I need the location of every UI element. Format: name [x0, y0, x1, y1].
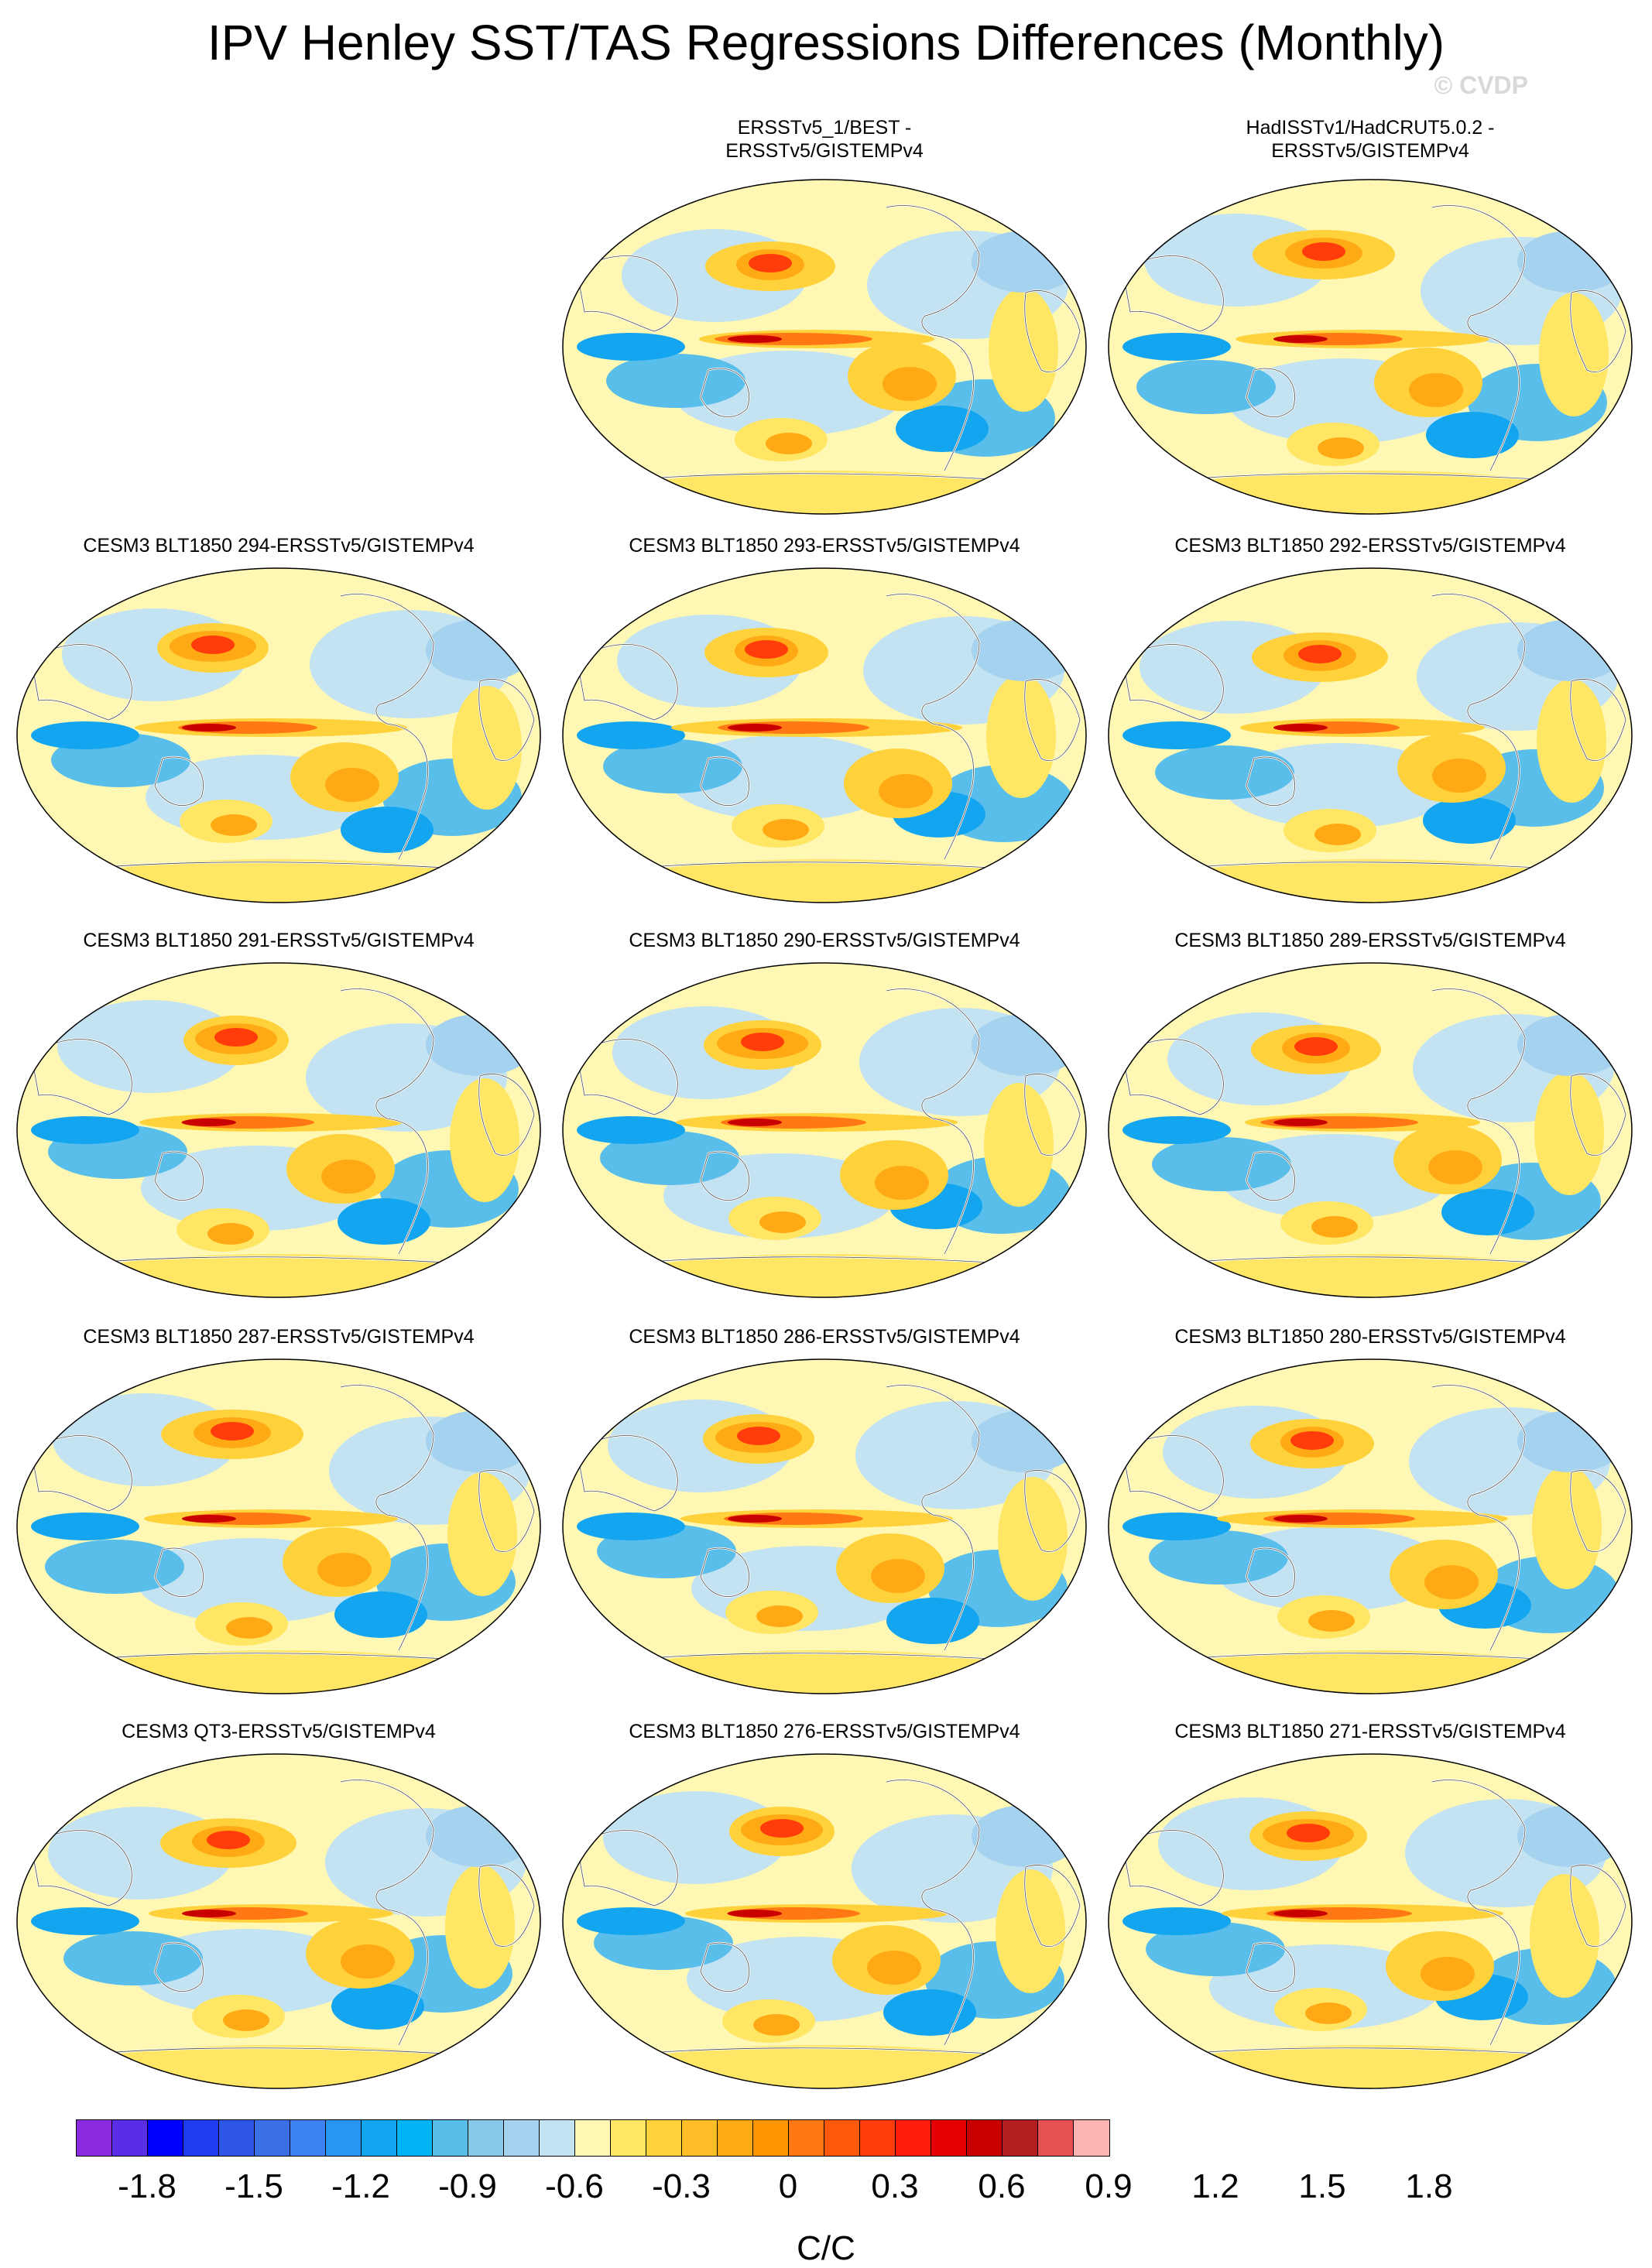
regression-map: [1107, 1356, 1633, 1697]
colorbar-tick-label: 1.5: [1298, 2167, 1346, 2205]
colorbar-swatches: [76, 2119, 1110, 2157]
colorbar-tick-label: -0.9: [438, 2167, 497, 2205]
colorbar-swatch: [540, 2120, 575, 2156]
colorbar-tick-label: 0.3: [871, 2167, 919, 2205]
panel-title: CESM3 BLT1850 271-ERSSTv5/GISTEMPv4: [1174, 1721, 1566, 1742]
panel-title: CESM3 BLT1850 294-ERSSTv5/GISTEMPv4: [83, 535, 475, 557]
colorbar-swatch: [1074, 2120, 1109, 2156]
colorbar-swatch: [504, 2120, 540, 2156]
map-panel-p3: CESM3 BLT1850 294-ERSSTv5/GISTEMPv4: [8, 534, 550, 952]
panel-title: ERSSTv5_1/BEST - ERSSTv5/GISTEMPv4: [725, 117, 924, 162]
map-panel-p11: CESM3 BLT1850 280-ERSSTv5/GISTEMPv4: [1099, 1325, 1641, 1743]
colorbar-tick-label: -1.5: [224, 2167, 283, 2205]
colorbar-swatch: [433, 2120, 468, 2156]
colorbar-swatch: [255, 2120, 290, 2156]
panel-title: CESM3 BLT1850 292-ERSSTv5/GISTEMPv4: [1174, 535, 1566, 557]
panel-title: CESM3 BLT1850 291-ERSSTv5/GISTEMPv4: [83, 930, 475, 951]
colorbar-tick-label: -1.8: [118, 2167, 177, 2205]
colorbar-tick-label: 1.2: [1191, 2167, 1239, 2205]
regression-map: [561, 1356, 1088, 1697]
colorbar-swatch: [967, 2120, 1003, 2156]
colorbar-swatch: [326, 2120, 362, 2156]
colorbar-swatch: [397, 2120, 433, 2156]
colorbar-swatch: [112, 2120, 148, 2156]
map-panel-p7: CESM3 BLT1850 290-ERSSTv5/GISTEMPv4: [554, 929, 1095, 1347]
panel-title: CESM3 BLT1850 276-ERSSTv5/GISTEMPv4: [629, 1721, 1020, 1742]
colorbar-swatch: [77, 2120, 112, 2156]
colorbar-swatch: [219, 2120, 255, 2156]
map-panel-p5: CESM3 BLT1850 292-ERSSTv5/GISTEMPv4: [1099, 534, 1641, 952]
colorbar-swatch: [290, 2120, 326, 2156]
panel-title: CESM3 QT3-ERSSTv5/GISTEMPv4: [122, 1721, 436, 1742]
colorbar-swatch: [611, 2120, 646, 2156]
colorbar: -1.8 -1.5 -1.2 -0.9 -0.6 -0.3 0 0.3 0.6 0.9 1.2 1.5…: [76, 2119, 1453, 2205]
colorbar-swatch: [362, 2120, 397, 2156]
panel-title: CESM3 BLT1850 289-ERSSTv5/GISTEMPv4: [1174, 930, 1566, 951]
colorbar-tick-label: 0: [778, 2167, 798, 2205]
figure-title: IPV Henley SST/TAS Regressions Differenc…: [207, 15, 1445, 70]
colorbar-swatch: [789, 2120, 824, 2156]
regression-map: [1107, 565, 1633, 906]
regression-map: [561, 565, 1088, 906]
colorbar-tick-label: -1.2: [331, 2167, 390, 2205]
colorbar-swatch: [575, 2120, 611, 2156]
regression-map: [561, 960, 1088, 1300]
colorbar-swatch: [468, 2120, 504, 2156]
regression-map: [561, 1751, 1088, 2092]
map-panel-p10: CESM3 BLT1850 286-ERSSTv5/GISTEMPv4: [554, 1325, 1095, 1743]
colorbar-swatch: [1038, 2120, 1074, 2156]
panel-title: CESM3 BLT1850 290-ERSSTv5/GISTEMPv4: [629, 930, 1020, 951]
colorbar-swatch: [183, 2120, 219, 2156]
panel-title: CESM3 BLT1850 286-ERSSTv5/GISTEMPv4: [629, 1326, 1020, 1348]
panel-title: HadISSTv1/HadCRUT5.0.2 - ERSSTv5/GISTEMP…: [1246, 117, 1495, 162]
map-panel-p4: CESM3 BLT1850 293-ERSSTv5/GISTEMPv4: [554, 534, 1095, 952]
panel-title: CESM3 BLT1850 287-ERSSTv5/GISTEMPv4: [83, 1326, 475, 1348]
map-panel-p12: CESM3 QT3-ERSSTv5/GISTEMPv4: [8, 1720, 550, 2138]
map-panel-p1: ERSSTv5_1/BEST - ERSSTv5/GISTEMPv4: [554, 116, 1095, 534]
colorbar-tick-label: 0.9: [1085, 2167, 1133, 2205]
colorbar-swatch: [896, 2120, 931, 2156]
colorbar-swatch: [753, 2120, 789, 2156]
colorbar-units: C/C: [797, 2229, 855, 2267]
regression-map: [15, 565, 542, 906]
map-panel-p2: HadISSTv1/HadCRUT5.0.2 - ERSSTv5/GISTEMP…: [1099, 116, 1641, 534]
regression-map: [1107, 960, 1633, 1300]
colorbar-swatch: [824, 2120, 860, 2156]
regression-map: [1107, 176, 1633, 517]
panel-title: CESM3 BLT1850 280-ERSSTv5/GISTEMPv4: [1174, 1326, 1566, 1348]
colorbar-swatch: [682, 2120, 718, 2156]
regression-map: [15, 960, 542, 1300]
copyright-watermark: © CVDP: [1434, 71, 1528, 99]
colorbar-swatch: [860, 2120, 896, 2156]
colorbar-swatch: [718, 2120, 753, 2156]
panel-title: CESM3 BLT1850 293-ERSSTv5/GISTEMPv4: [629, 535, 1020, 557]
regression-map: [561, 176, 1088, 517]
colorbar-tick-label: 1.8: [1405, 2167, 1453, 2205]
map-panel-p13: CESM3 BLT1850 276-ERSSTv5/GISTEMPv4: [554, 1720, 1095, 2138]
regression-map: [1107, 1751, 1633, 2092]
map-panel-p6: CESM3 BLT1850 291-ERSSTv5/GISTEMPv4: [8, 929, 550, 1347]
colorbar-tick-label: 0.6: [978, 2167, 1026, 2205]
map-panel-p9: CESM3 BLT1850 287-ERSSTv5/GISTEMPv4: [8, 1325, 550, 1743]
colorbar-tick-label: -0.6: [545, 2167, 604, 2205]
colorbar-swatch: [646, 2120, 682, 2156]
colorbar-tick-label: -0.3: [652, 2167, 711, 2205]
colorbar-swatch: [931, 2120, 967, 2156]
map-panel-p8: CESM3 BLT1850 289-ERSSTv5/GISTEMPv4: [1099, 929, 1641, 1347]
colorbar-swatch: [1003, 2120, 1038, 2156]
colorbar-swatch: [148, 2120, 183, 2156]
regression-map: [15, 1356, 542, 1697]
regression-map: [15, 1751, 542, 2092]
map-panel-p14: CESM3 BLT1850 271-ERSSTv5/GISTEMPv4: [1099, 1720, 1641, 2138]
